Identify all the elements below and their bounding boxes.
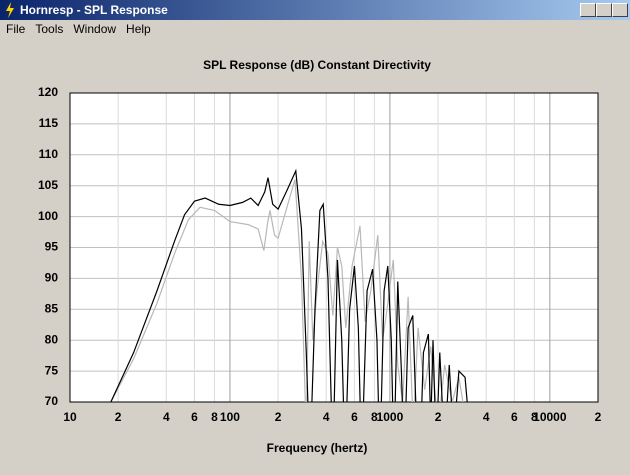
x-tick-label: 2	[435, 410, 442, 424]
x-tick-label: 4	[323, 410, 330, 424]
series-line	[110, 179, 464, 402]
y-tick-label: 115	[39, 116, 59, 130]
series-group	[110, 168, 468, 402]
x-tick-label: 6	[351, 410, 358, 424]
x-tick-label: 8	[531, 410, 538, 424]
window-title: Hornresp - SPL Response	[20, 3, 168, 17]
x-tick-label: 2	[115, 410, 122, 424]
chart: SPL Response (dB) Constant Directivity F…	[38, 58, 602, 455]
x-tick-label: 10000	[533, 410, 567, 424]
maximize-button[interactable]	[596, 3, 612, 17]
y-tick-label: 80	[45, 332, 59, 346]
menu-item[interactable]: Help	[126, 22, 151, 36]
app-icon	[6, 2, 14, 18]
minimize-button[interactable]	[580, 3, 596, 17]
menu-item[interactable]: Tools	[35, 22, 64, 36]
menu-item[interactable]: File	[6, 22, 26, 36]
x-tick-label: 10	[63, 410, 77, 424]
title-bar: Hornresp - SPL Response	[0, 0, 630, 20]
x-tick-label: 4	[483, 410, 490, 424]
y-tick-label: 120	[38, 85, 58, 99]
menu-bar: File Tools Window Help	[0, 20, 155, 38]
y-tick-label: 75	[45, 363, 59, 377]
y-tick-label: 70	[45, 394, 59, 408]
y-tick-label: 95	[45, 240, 59, 254]
chart-title: SPL Response (dB) Constant Directivity	[203, 58, 431, 72]
y-tick-label: 100	[38, 209, 58, 223]
x-tick-label: 6	[511, 410, 518, 424]
y-tick-label: 110	[39, 147, 59, 161]
y-tick-label: 90	[45, 271, 59, 285]
x-tick-label: 6	[191, 410, 198, 424]
x-axis-label: Frequency (hertz)	[267, 441, 368, 455]
y-tick-label: 85	[45, 301, 59, 315]
x-tick-label: 2	[595, 410, 602, 424]
series-line	[110, 168, 468, 402]
x-tick-label: 1000	[377, 410, 404, 424]
close-button[interactable]	[612, 3, 628, 17]
menu-item[interactable]: Window	[73, 22, 117, 36]
x-tick-label: 2	[275, 410, 282, 424]
x-tick-label: 100	[220, 410, 240, 424]
y-tick-label: 105	[38, 178, 58, 192]
x-tick-label: 8	[371, 410, 378, 424]
x-tick-label: 4	[163, 410, 170, 424]
x-tick-label: 8	[211, 410, 218, 424]
